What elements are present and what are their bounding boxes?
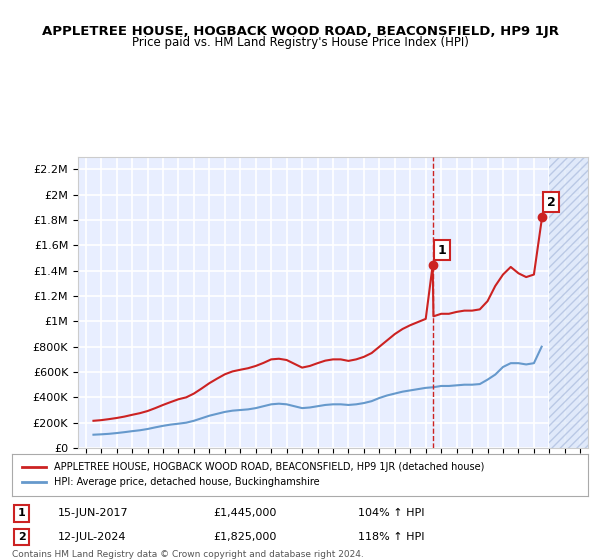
Text: Contains HM Land Registry data © Crown copyright and database right 2024.
This d: Contains HM Land Registry data © Crown c…: [12, 550, 364, 560]
Text: 1: 1: [437, 244, 446, 256]
Text: 12-JUL-2024: 12-JUL-2024: [58, 532, 127, 542]
Text: 2: 2: [18, 532, 26, 542]
Legend: APPLETREE HOUSE, HOGBACK WOOD ROAD, BEACONSFIELD, HP9 1JR (detached house), HPI:: APPLETREE HOUSE, HOGBACK WOOD ROAD, BEAC…: [17, 458, 489, 492]
Text: £1,445,000: £1,445,000: [214, 508, 277, 518]
Text: 104% ↑ HPI: 104% ↑ HPI: [358, 508, 424, 518]
Text: 2: 2: [547, 195, 556, 208]
Text: 118% ↑ HPI: 118% ↑ HPI: [358, 532, 424, 542]
Bar: [550, 157, 588, 448]
Text: 1: 1: [18, 508, 26, 518]
Text: £1,825,000: £1,825,000: [214, 532, 277, 542]
Text: APPLETREE HOUSE, HOGBACK WOOD ROAD, BEACONSFIELD, HP9 1JR: APPLETREE HOUSE, HOGBACK WOOD ROAD, BEAC…: [41, 25, 559, 38]
Text: Price paid vs. HM Land Registry's House Price Index (HPI): Price paid vs. HM Land Registry's House …: [131, 36, 469, 49]
Text: 15-JUN-2017: 15-JUN-2017: [58, 508, 129, 518]
